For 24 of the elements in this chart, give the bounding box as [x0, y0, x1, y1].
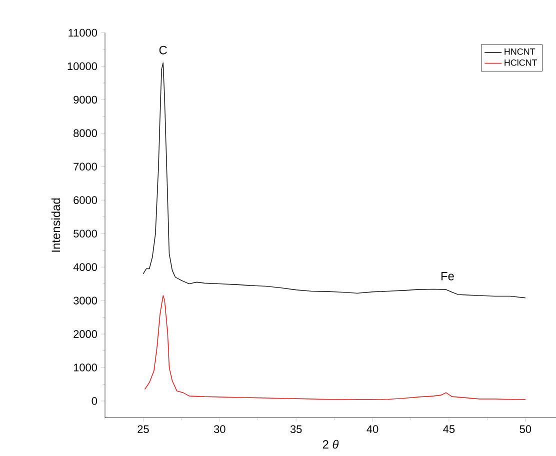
x-tick-label: 35 [290, 425, 302, 434]
legend-label: HNCNT [504, 48, 536, 55]
annotation: C [159, 46, 167, 54]
y-tick-label: 1000 [74, 364, 98, 372]
y-tick-label: 11000 [68, 28, 98, 37]
y-tick-label: 5000 [74, 230, 98, 238]
y-tick-label: 7000 [74, 162, 98, 171]
x-tick-label: 25 [138, 425, 149, 434]
y-tick-label: 6000 [74, 196, 98, 204]
x-tick-label: 40 [366, 425, 378, 434]
y-tick-label: 3000 [74, 296, 98, 304]
y-tick-label: 0 [92, 397, 98, 405]
x-tick-label: 30 [214, 425, 226, 434]
y-tick-label: 2000 [74, 330, 98, 338]
y-tick-label: 8000 [74, 129, 98, 138]
legend-label: HClCNT [504, 59, 538, 66]
y-tick-label: 9000 [74, 96, 98, 104]
y-tick-label: 4000 [73, 263, 98, 271]
x-axis-title: 2 θ [322, 440, 339, 449]
annotation: Fe [441, 272, 454, 280]
y-axis-title: Intensidad [51, 198, 60, 252]
x-tick-label: 50 [520, 425, 532, 434]
y-tick-label: 10000 [68, 62, 98, 70]
x-tick-label: 45 [443, 425, 455, 433]
